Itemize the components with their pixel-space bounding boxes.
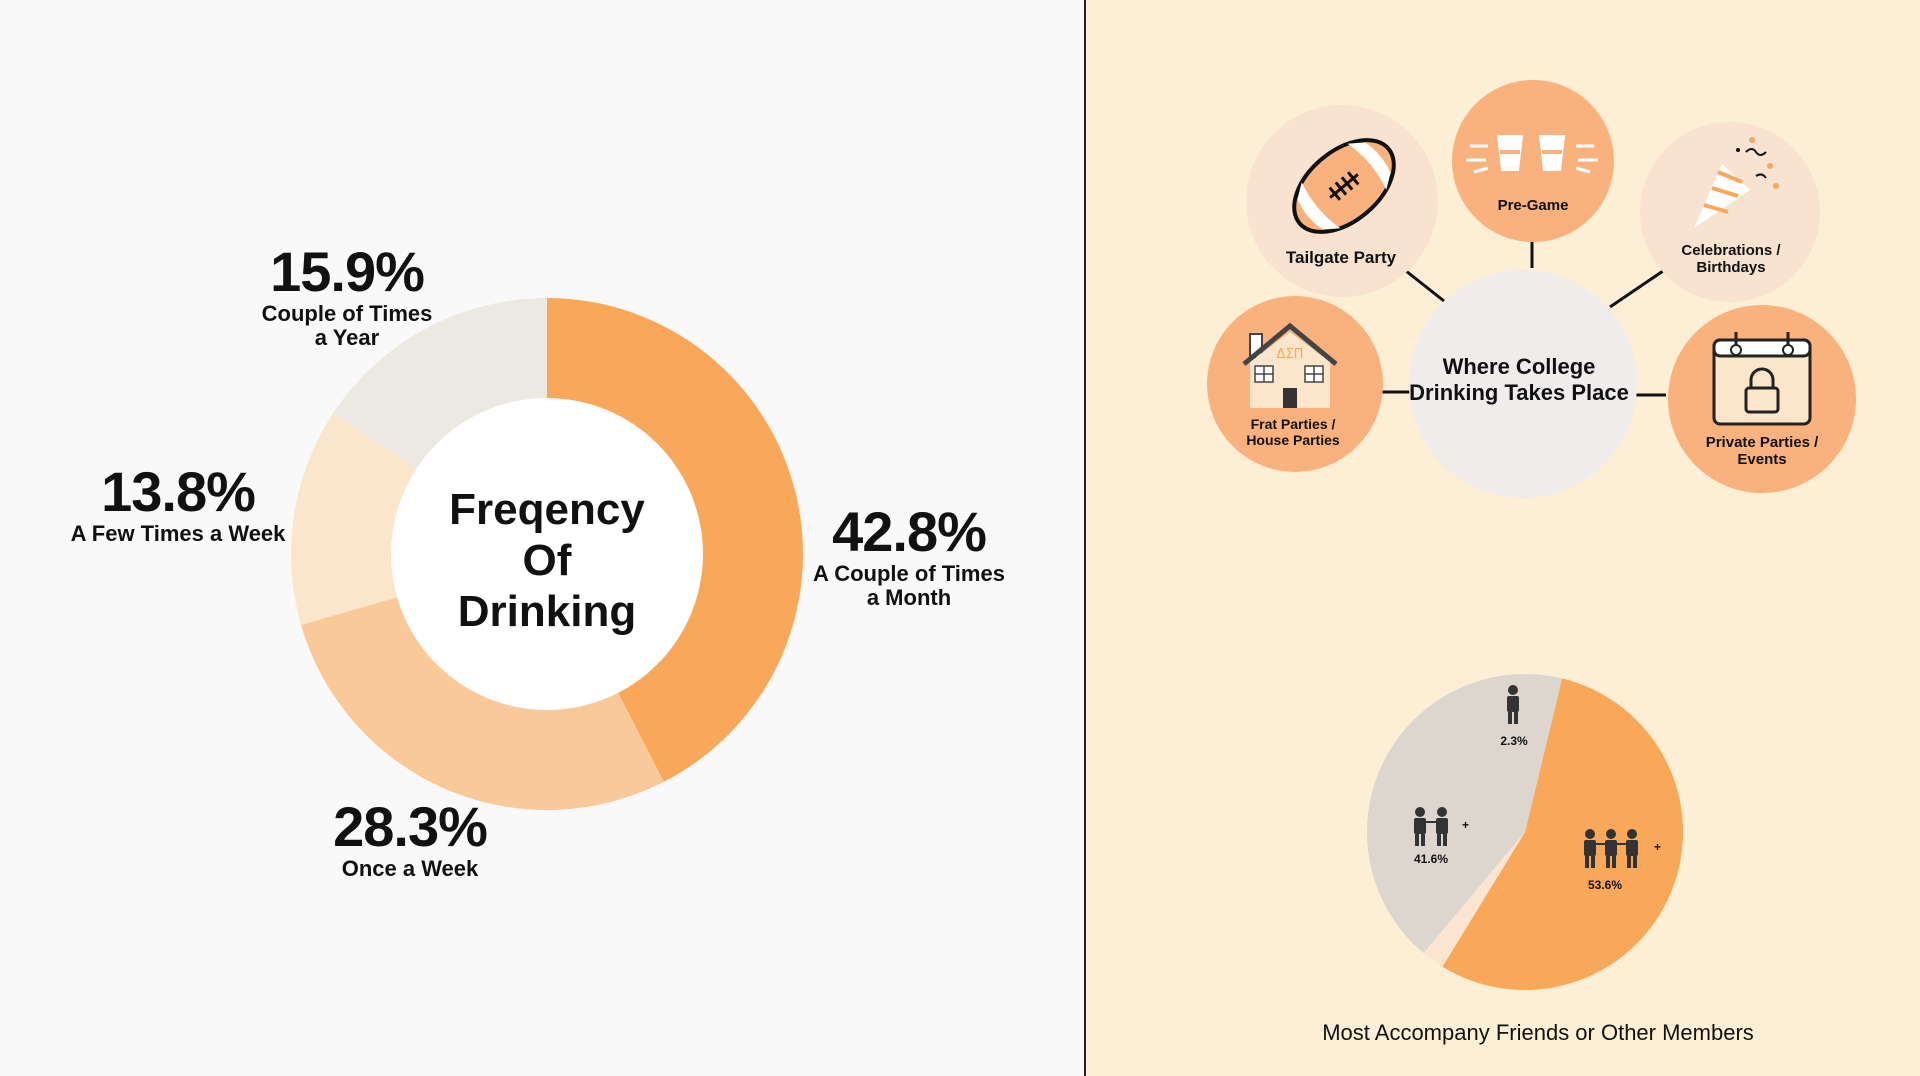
pie-pct-alone: 2.3% bbox=[1500, 734, 1528, 748]
label-frat: Frat Parties / House Parties bbox=[1246, 416, 1340, 449]
panel-divider bbox=[1084, 0, 1086, 1076]
party-popper-icon bbox=[1694, 137, 1779, 228]
cap-once-a-week: Once a Week bbox=[341, 856, 479, 882]
slice-alone bbox=[1423, 832, 1525, 967]
hub-label: Where College Drinking Takes Place bbox=[1409, 354, 1629, 405]
shot-glasses-icon bbox=[1466, 135, 1598, 174]
pie-pct-three: 53.6% bbox=[1587, 878, 1623, 892]
cap-few-times-week: A Few Times a Week bbox=[70, 521, 286, 547]
label-couple-times-year: 15.9% Couple of Times a Year bbox=[261, 240, 433, 351]
frat-house-icon: ΔΣΠ bbox=[1242, 322, 1338, 408]
connector-tailgate bbox=[1405, 269, 1445, 303]
two-people-icon bbox=[1414, 807, 1448, 846]
companion-pie-chart bbox=[1367, 674, 1683, 990]
donut-hole bbox=[391, 398, 703, 710]
calendar-lock-icon bbox=[1712, 332, 1812, 426]
pct-couple-times-month: 42.8% bbox=[832, 500, 987, 563]
plus-two: + bbox=[1462, 818, 1470, 832]
donut-center-title: Freqency Of Drinking bbox=[449, 485, 645, 636]
companion-pie-caption: Most Accompany Friends or Other Members bbox=[1322, 1020, 1754, 1045]
frequency-donut-chart bbox=[291, 298, 803, 810]
cap-couple-times-month: A Couple of Times a Month bbox=[813, 561, 1005, 611]
pct-once-a-week: 28.3% bbox=[333, 795, 488, 858]
label-few-times-week: 13.8% A Few Times a Week bbox=[70, 460, 286, 547]
house-letters: ΔΣΠ bbox=[1277, 347, 1304, 362]
label-pregame: Pre-Game bbox=[1497, 197, 1569, 214]
slice-three-people bbox=[1442, 678, 1683, 990]
football-icon bbox=[1292, 138, 1396, 234]
label-celebrations: Celebrations / Birthdays bbox=[1681, 242, 1781, 277]
pct-few-times-week: 13.8% bbox=[101, 460, 256, 523]
label-tailgate: Tailgate Party bbox=[1285, 248, 1397, 267]
plus-three: + bbox=[1654, 840, 1662, 854]
pct-couple-times-year: 15.9% bbox=[270, 240, 425, 303]
label-private: Private Parties / Events bbox=[1705, 434, 1819, 469]
connector-celebrations bbox=[1609, 269, 1664, 309]
bubble-pregame bbox=[1452, 80, 1614, 242]
bubble-celebrations bbox=[1640, 122, 1820, 302]
pie-pct-two: 41.6% bbox=[1413, 852, 1449, 866]
slice-two-people bbox=[1367, 674, 1563, 954]
cap-couple-times-year: Couple of Times a Year bbox=[261, 301, 433, 351]
single-person-icon bbox=[1507, 685, 1519, 724]
three-people-icon bbox=[1584, 829, 1638, 868]
label-couple-times-month: 42.8% A Couple of Times a Month bbox=[813, 500, 1005, 611]
label-once-a-week: 28.3% Once a Week bbox=[333, 795, 488, 882]
hub-circle bbox=[1409, 270, 1637, 498]
